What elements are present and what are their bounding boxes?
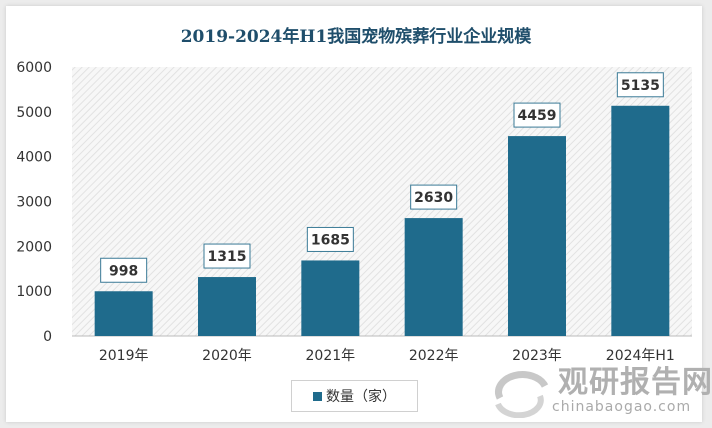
watermark-text: 观研报告网 (558, 365, 712, 400)
bar (94, 291, 153, 336)
watermark-logo: 观研报告网 chinabaogao.com (490, 365, 712, 418)
x-tick-label: 2022年 (409, 348, 459, 364)
plot-area (72, 67, 692, 336)
data-label: 5135 (621, 78, 660, 94)
bar (611, 105, 670, 337)
data-label: 998 (109, 263, 138, 279)
data-label-box (616, 72, 664, 98)
y-tick-label: 3000 (16, 195, 52, 211)
data-label: 1685 (311, 232, 350, 248)
legend: 数量（家） (291, 380, 418, 412)
y-tick-label: 4000 (16, 150, 52, 166)
y-tick-label: 6000 (16, 60, 52, 76)
legend-swatch (313, 391, 322, 401)
y-tick-label: 5000 (16, 105, 52, 121)
bar (301, 260, 360, 336)
x-tick-label: 2021年 (306, 348, 356, 364)
data-label-box (203, 243, 251, 269)
x-tick-label: 2024年H1 (606, 348, 675, 364)
legend-label: 数量（家） (326, 389, 396, 405)
chart-title: 2019-2024年H1我国宠物殡葬行业企业规模 (180, 27, 532, 47)
data-label-box (306, 226, 354, 252)
watermark-url: chinabaogao.com (552, 399, 692, 415)
data-label-box (100, 257, 148, 283)
y-tick-label: 1000 (16, 284, 52, 300)
data-label-box (513, 102, 561, 128)
data-label: 4459 (518, 108, 557, 124)
x-tick-label: 2019年 (99, 348, 149, 364)
bar (508, 136, 566, 336)
data-label: 2630 (414, 190, 453, 206)
bar (404, 218, 463, 336)
bar (198, 277, 256, 336)
x-tick-label: 2023年 (512, 348, 562, 364)
y-tick-label: 0 (43, 329, 52, 345)
data-label: 1315 (208, 249, 247, 265)
x-tick-label: 2020年 (202, 348, 252, 364)
y-tick-label: 2000 (16, 239, 52, 255)
logo-swirl-icon (495, 371, 549, 418)
data-label-box (410, 184, 458, 210)
